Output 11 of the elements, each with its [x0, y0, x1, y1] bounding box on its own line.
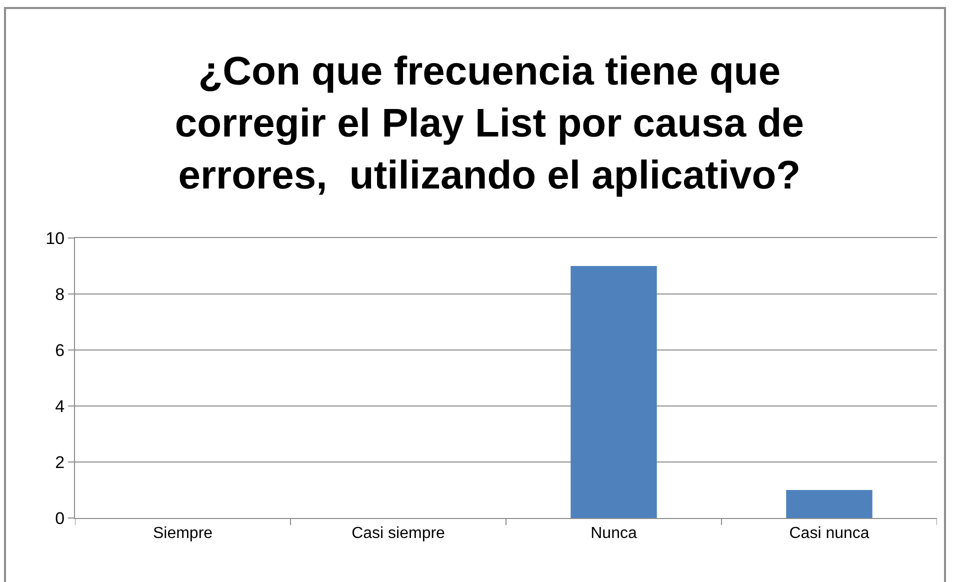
x-tick-label: Siempre [152, 525, 213, 542]
x-tick-label: Nunca [590, 525, 637, 542]
x-tick-label: Casi siempre [352, 525, 446, 542]
x-tick-label: Casi nunca [789, 525, 870, 542]
y-tick-label: 6 [55, 340, 65, 360]
chart-title: ¿Con que frecuencia tiene que corregir el Play List por causa de errores, utilizando el aplicativo? [174, 49, 804, 198]
y-tick-label: 4 [55, 396, 65, 416]
y-tick-label: 0 [55, 508, 65, 528]
y-tick-label: 10 [46, 228, 65, 248]
y-tick-label: 2 [55, 452, 65, 472]
y-tick-label: 8 [55, 284, 65, 304]
